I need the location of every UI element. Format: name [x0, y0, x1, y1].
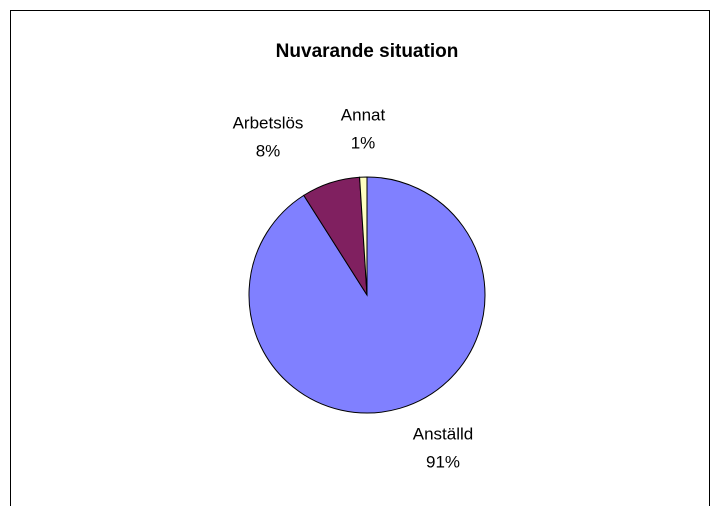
pie-slice: [359, 176, 368, 296]
slice-value-label: 91%: [426, 452, 460, 471]
slice-label: Arbetslös: [233, 113, 304, 132]
chart-title: Nuvarande situation: [276, 41, 459, 62]
slice-value-label: 8%: [256, 141, 281, 160]
chart-frame: [10, 10, 710, 506]
slice-label: Annat: [341, 105, 386, 124]
slice-value-label: 1%: [351, 133, 376, 152]
slice-label: Anställd: [413, 424, 473, 443]
